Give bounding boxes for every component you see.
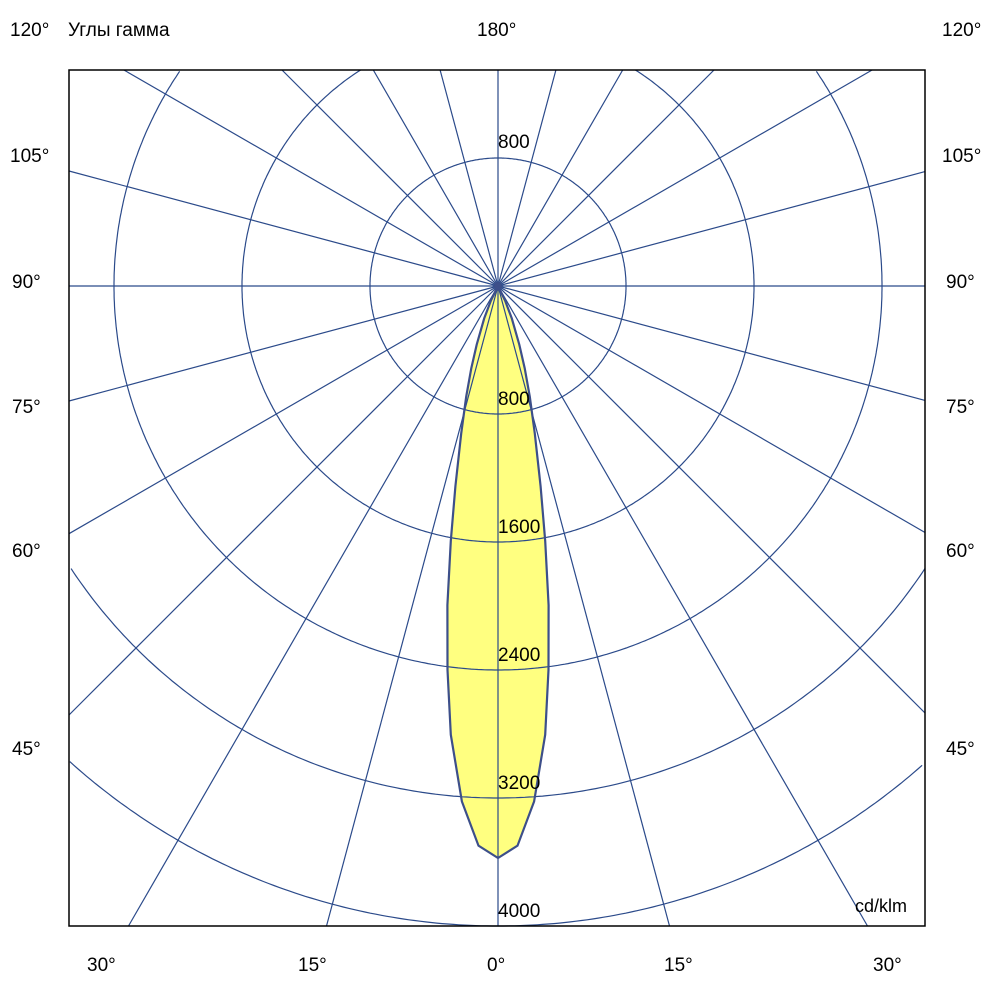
right-angle-label: 105° bbox=[942, 146, 982, 167]
right-angle-label: 75° bbox=[946, 397, 975, 418]
plot-area bbox=[68, 69, 926, 927]
grid-radial-line bbox=[68, 285, 499, 716]
left-angle-label: 105° bbox=[10, 146, 50, 167]
grid-radial-line bbox=[68, 285, 499, 402]
radial-tick-label: 800 bbox=[498, 389, 530, 410]
grid-radial-line bbox=[497, 285, 926, 401]
radial-tick-label: 2400 bbox=[498, 645, 541, 666]
left-angle-label: 90° bbox=[12, 272, 41, 293]
grid-radial-line bbox=[497, 285, 671, 927]
left-angle-label: 45° bbox=[12, 739, 41, 760]
grid-radial-line bbox=[68, 170, 499, 287]
grid-radial-line bbox=[281, 69, 499, 287]
bottom-angle-label: 30° bbox=[873, 955, 902, 976]
right-angle-label: 120° bbox=[942, 20, 982, 41]
grid-radial-line bbox=[68, 285, 499, 535]
intensity-curve bbox=[446, 283, 550, 860]
left-angle-label: 60° bbox=[12, 541, 41, 562]
bottom-angle-label: 0° bbox=[487, 955, 506, 976]
grid-radial-line bbox=[123, 69, 499, 287]
grid-radial-line bbox=[325, 285, 499, 927]
chart-title: Углы гамма bbox=[68, 20, 170, 41]
grid-radial-line bbox=[497, 285, 926, 534]
left-angle-label: 120° bbox=[10, 20, 50, 41]
grid-radial-line bbox=[497, 285, 926, 714]
radial-tick-label: 1600 bbox=[498, 517, 541, 538]
grid-radial-line bbox=[439, 69, 499, 287]
right-angle-label: 45° bbox=[946, 739, 975, 760]
grid-radial-line bbox=[372, 69, 499, 287]
grid-radial-line bbox=[497, 69, 624, 287]
radial-tick-label: 3200 bbox=[498, 773, 541, 794]
grid-radial-line bbox=[497, 171, 926, 287]
bottom-angle-label: 15° bbox=[664, 955, 693, 976]
grid-circle bbox=[113, 70, 883, 671]
radial-tick-label: 4000 bbox=[498, 901, 541, 922]
grid-radial-line bbox=[497, 69, 557, 287]
right-angle-label: 60° bbox=[946, 541, 975, 562]
plot-frame bbox=[68, 69, 926, 927]
top-angle-label: 180° bbox=[477, 20, 517, 41]
grid-radial-line bbox=[127, 285, 499, 927]
grid-radial-line bbox=[497, 69, 873, 287]
bottom-angle-label: 15° bbox=[298, 955, 327, 976]
right-angle-label: 90° bbox=[946, 272, 975, 293]
left-angle-label: 75° bbox=[12, 397, 41, 418]
grid-circle bbox=[635, 69, 755, 286]
grid-radial-line bbox=[497, 285, 869, 927]
radial-tick-top: 800 bbox=[498, 132, 530, 153]
center-point bbox=[494, 282, 502, 290]
unit-label: cd/klm bbox=[855, 896, 908, 916]
bottom-angle-label: 30° bbox=[87, 955, 116, 976]
grid-circle bbox=[815, 70, 883, 286]
grid-radial-line bbox=[497, 69, 715, 287]
grid-circle bbox=[241, 69, 755, 543]
